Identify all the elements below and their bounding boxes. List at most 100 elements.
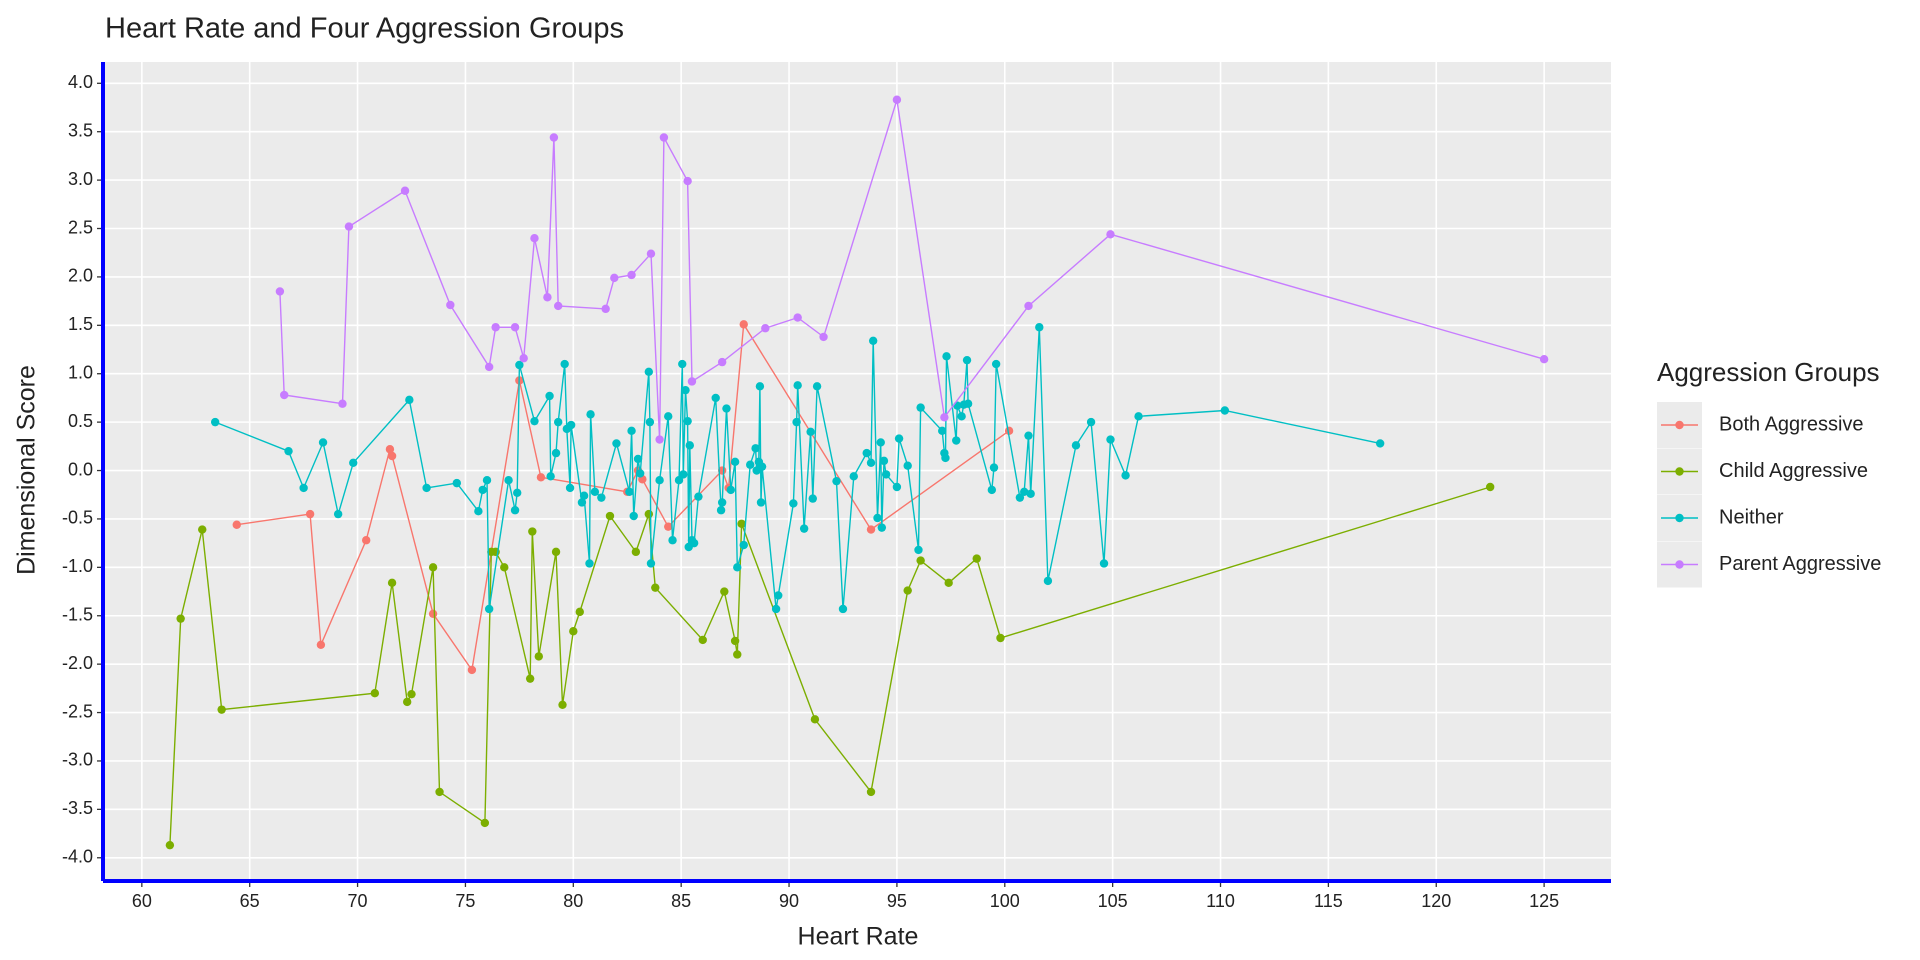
data-point: [536, 473, 546, 482]
data-point: [361, 536, 371, 545]
y-tick-label: 0.0: [68, 459, 93, 479]
y-tick-label: -0.5: [62, 508, 93, 528]
y-tick-label: 2.5: [68, 217, 93, 237]
data-point: [575, 607, 584, 617]
data-point: [789, 499, 798, 508]
y-tick-label: -4.0: [62, 847, 93, 867]
data-point: [819, 332, 828, 342]
data-point: [849, 472, 858, 481]
x-tick-label: 100: [990, 891, 1020, 911]
data-point: [1024, 431, 1033, 440]
data-point: [683, 176, 692, 186]
data-point: [480, 818, 490, 828]
data-point: [510, 323, 520, 332]
data-point: [674, 476, 684, 485]
data-point: [806, 427, 815, 437]
data-point: [746, 460, 755, 469]
data-point: [687, 377, 697, 386]
data-point: [916, 403, 925, 412]
data-point: [551, 448, 561, 458]
y-tick-label: 3.0: [68, 169, 93, 189]
data-point: [549, 133, 559, 142]
data-point: [681, 385, 690, 395]
data-point: [370, 688, 380, 698]
data-point: [793, 313, 802, 322]
data-point: [385, 445, 395, 454]
data-point: [1026, 489, 1035, 498]
data-point: [717, 498, 727, 507]
data-point: [739, 320, 748, 329]
data-point: [1106, 435, 1115, 444]
data-point: [1024, 301, 1033, 311]
data-point: [565, 483, 575, 493]
data-point: [655, 435, 664, 444]
data-point: [722, 404, 731, 413]
data-point: [942, 352, 951, 361]
data-point: [545, 391, 554, 401]
data-point: [972, 554, 981, 563]
data-point: [316, 640, 326, 649]
data-point: [892, 482, 902, 492]
legend-title: Aggression Groups: [1657, 357, 1880, 387]
data-point: [510, 506, 520, 515]
legend-label: Child Aggressive: [1719, 460, 1868, 482]
data-point: [1035, 323, 1044, 332]
data-point: [387, 578, 397, 588]
data-point: [1220, 406, 1230, 415]
y-axis-title: Dimensional Score: [13, 365, 41, 575]
data-point: [866, 458, 876, 467]
data-point: [299, 483, 308, 493]
data-point: [474, 506, 483, 516]
legend-label: Parent Aggressive: [1719, 553, 1881, 575]
data-point: [543, 293, 552, 302]
data-point: [546, 472, 555, 481]
data-point: [645, 417, 655, 427]
x-tick-label: 60: [132, 891, 152, 911]
data-point: [484, 604, 494, 614]
legend-point: [1675, 420, 1684, 430]
x-axis-title: Heart Rate: [798, 923, 919, 951]
data-point: [467, 665, 477, 675]
data-point: [482, 476, 492, 485]
data-point: [1121, 471, 1130, 480]
data-point: [605, 511, 615, 521]
data-point: [1099, 559, 1109, 568]
data-point: [165, 840, 175, 850]
data-point: [659, 133, 669, 142]
data-point: [664, 522, 673, 531]
y-tick-label: -2.0: [62, 653, 93, 673]
data-point: [989, 463, 999, 472]
data-point: [877, 523, 887, 532]
chart-title: Heart Rate and Four Aggression Groups: [105, 13, 624, 45]
data-point: [344, 222, 354, 231]
data-point: [176, 614, 185, 623]
data-point: [1485, 482, 1495, 492]
data-point: [755, 382, 765, 391]
data-point: [530, 416, 539, 426]
data-point: [916, 556, 925, 565]
data-point: [198, 525, 207, 534]
data-point: [832, 476, 841, 486]
data-point: [938, 426, 947, 436]
x-tick-label: 105: [1098, 891, 1128, 911]
data-point: [717, 357, 727, 367]
data-point: [987, 485, 997, 495]
data-point: [944, 578, 953, 588]
y-tick-label: -3.0: [62, 750, 93, 770]
data-point: [774, 591, 783, 600]
data-point: [664, 412, 673, 421]
data-point: [525, 674, 535, 683]
data-point: [387, 451, 397, 461]
data-point: [694, 492, 703, 501]
data-point: [793, 381, 802, 390]
data-point: [646, 249, 656, 258]
data-point: [528, 527, 537, 536]
legend-label: Neither: [1719, 506, 1784, 528]
data-point: [569, 627, 578, 636]
y-tick-label: 1.0: [68, 362, 93, 382]
data-point: [751, 444, 760, 453]
data-point: [554, 301, 563, 311]
data-point: [590, 487, 600, 497]
data-point: [1015, 493, 1025, 502]
data-point: [422, 483, 431, 493]
